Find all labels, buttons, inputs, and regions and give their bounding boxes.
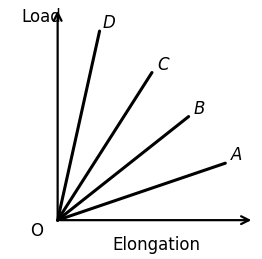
Text: A: A xyxy=(231,146,242,164)
Text: O: O xyxy=(30,221,43,240)
Text: Load: Load xyxy=(21,8,61,26)
Text: Elongation: Elongation xyxy=(112,236,200,254)
Text: B: B xyxy=(194,100,205,118)
Text: D: D xyxy=(102,14,115,32)
Text: C: C xyxy=(157,56,169,74)
